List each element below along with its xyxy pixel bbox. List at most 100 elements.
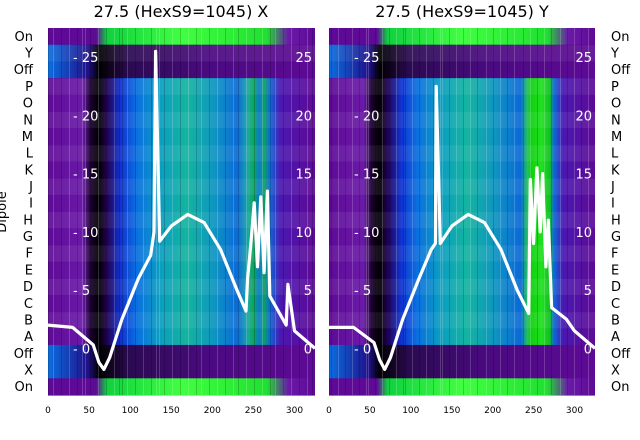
row-label-right: Y [610, 47, 619, 62]
heatmap-row [329, 361, 595, 379]
row-label-right: M [611, 130, 622, 145]
overlay-y-tick-label-right: 15 [575, 168, 592, 183]
heatmap-row [48, 144, 315, 163]
row-label-left: D [23, 280, 33, 295]
overlay-y-tick-label-right: 0 [304, 342, 312, 357]
overlay-y-tick-label-right: 25 [575, 51, 592, 66]
row-label-left: E [25, 263, 33, 278]
row-label-left: F [26, 247, 33, 262]
row-label-right: O [611, 97, 621, 112]
overlay-y-tick-label: - 15 [73, 168, 98, 183]
heatmap-row [329, 61, 595, 79]
x-tick-label: 150 [443, 406, 460, 416]
row-label-left: L [26, 147, 34, 162]
row-label-right: I [611, 197, 615, 212]
x-tick-label: 100 [402, 406, 419, 416]
heatmap-row [329, 161, 595, 179]
heatmap-row [48, 28, 315, 46]
row-label-right: On [611, 380, 629, 395]
row-label-left: C [24, 297, 33, 312]
x-tick-label: 300 [566, 406, 583, 416]
row-label-right: K [611, 163, 620, 178]
heatmap-row [48, 161, 315, 179]
overlay-y-tick-label-right: 20 [575, 109, 592, 124]
heatmap-row [329, 94, 595, 113]
row-label-left: X [24, 364, 33, 379]
row-label-left: Off [14, 347, 34, 362]
heatmap-row [48, 244, 315, 263]
heatmap-row [329, 128, 595, 146]
overlay-series-line [329, 84, 595, 371]
overlay-y-tick-label: - 5 [354, 284, 371, 299]
row-label-right: A [611, 330, 620, 345]
heatmap-row [48, 261, 315, 279]
x-tick-label: 200 [204, 406, 221, 416]
row-label-right: H [611, 213, 621, 228]
x-tick-label: 50 [364, 406, 376, 416]
heatmap-row [48, 361, 315, 379]
overlay-y-tick-label: - 10 [354, 226, 379, 241]
overlay-y-tick-label: - 25 [73, 51, 98, 66]
row-label-left: On [15, 30, 33, 45]
row-label-right: F [611, 247, 618, 262]
row-label-left: O [23, 97, 33, 112]
row-label-left: P [25, 80, 33, 95]
row-label-right: D [611, 280, 621, 295]
row-label-right: J [610, 180, 615, 195]
heatmap-row [48, 311, 315, 329]
x-tick-label: 250 [245, 406, 262, 416]
row-label-right: L [611, 147, 619, 162]
overlay-y-tick-label-right: 10 [295, 226, 312, 241]
overlay-y-tick-label-right: 5 [304, 284, 312, 299]
row-label-right: Off [611, 347, 631, 362]
row-label-right: N [611, 113, 621, 128]
row-label-left: N [23, 113, 33, 128]
heatmap-row [48, 44, 315, 62]
overlay-y-tick-label: - 5 [73, 284, 90, 299]
row-label-left: On [15, 380, 33, 395]
overlay-y-tick-label: - 20 [354, 109, 379, 124]
heatmap-row [48, 228, 315, 246]
overlay-y-tick-label-right: 5 [584, 284, 592, 299]
row-label-right: On [611, 30, 629, 45]
overlay-y-tick-label-right: 15 [295, 168, 312, 183]
row-label-left: M [22, 130, 33, 145]
row-label-right: E [611, 263, 619, 278]
x-tick-label: 250 [525, 406, 542, 416]
heatmap-row [48, 194, 315, 213]
heatmap-row [329, 78, 595, 96]
heatmap-row [48, 294, 315, 313]
row-label-left: Y [24, 47, 33, 62]
heatmap-row [329, 28, 595, 46]
x-tick-label: 50 [83, 406, 95, 416]
heatmap-row [48, 344, 315, 363]
x-tick-label: 300 [286, 406, 303, 416]
heatmap-row [329, 44, 595, 62]
heatmap-row [48, 178, 315, 196]
heatmap-row [48, 78, 315, 96]
heatmap-texture [329, 28, 589, 395]
y-axis-label: Dipole [0, 191, 10, 232]
overlay-y-tick-label: - 0 [73, 342, 90, 357]
heatmap-row [329, 111, 595, 129]
heatmap-row [329, 144, 595, 163]
heatmap-row [48, 111, 315, 129]
heatmap-row [329, 344, 595, 363]
heatmap-row [329, 178, 595, 196]
heatmap-row [48, 128, 315, 146]
x-tick-label: 200 [484, 406, 501, 416]
overlay-y-tick-label: - 20 [73, 109, 98, 124]
row-label-right: B [611, 313, 620, 328]
overlay-y-tick-label-right: 10 [575, 226, 592, 241]
overlay-y-tick-label: - 25 [354, 51, 379, 66]
row-label-right: X [611, 364, 620, 379]
heatmap-row [48, 61, 315, 79]
overlay-y-tick-label: - 10 [73, 226, 98, 241]
overlay-y-tick-label-right: 25 [295, 51, 312, 66]
row-label-left: J [28, 180, 33, 195]
row-label-left: B [24, 313, 33, 328]
overlay-y-tick-label: - 0 [354, 342, 371, 357]
heatmap-row [48, 94, 315, 113]
row-label-left: H [23, 213, 33, 228]
row-label-right: C [611, 297, 620, 312]
